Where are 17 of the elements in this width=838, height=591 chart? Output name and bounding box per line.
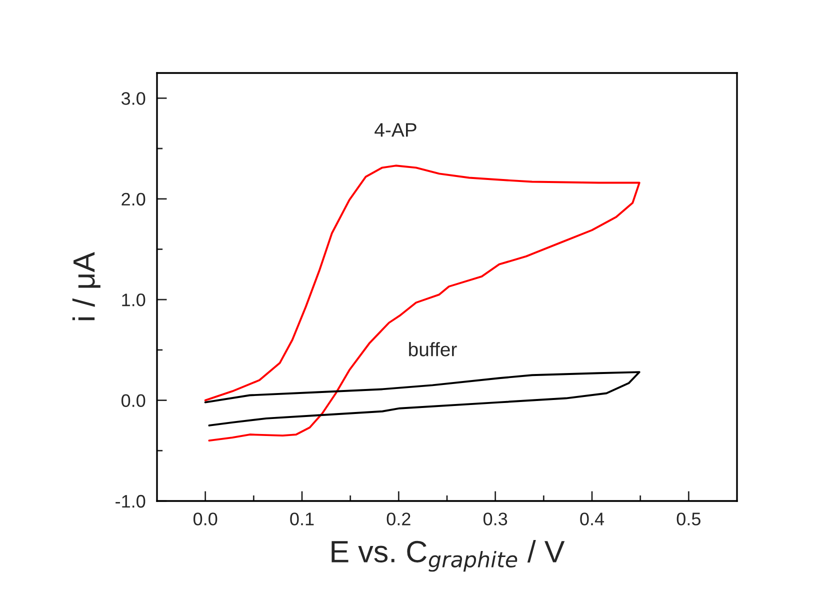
series-label: 4-AP — [374, 123, 416, 137]
y-tick-label: 2.0 — [122, 192, 146, 206]
y-axis-title: i / μA — [72, 252, 100, 320]
y-tick-label: 3.0 — [121, 92, 146, 105]
y-tick-label: 1.0 — [122, 294, 146, 306]
series-label: buffer — [409, 342, 457, 356]
x-tick-label: 0.4 — [580, 512, 604, 526]
y-tick-label: 0.0 — [121, 394, 146, 408]
x-tick-label: 0.1 — [290, 512, 314, 526]
line-series — [204, 164, 640, 442]
x-axis-title: E vs. C$_{graphite}$ / V — [332, 540, 565, 572]
y-tick-label: -1.0 — [116, 494, 146, 508]
x-tick-label: 0.2 — [386, 512, 410, 526]
line-series — [204, 371, 640, 426]
x-tick-label: 0.0 — [193, 512, 218, 526]
x-tick-label: 0.3 — [483, 512, 508, 526]
x-tick-label: 0.5 — [676, 512, 700, 526]
